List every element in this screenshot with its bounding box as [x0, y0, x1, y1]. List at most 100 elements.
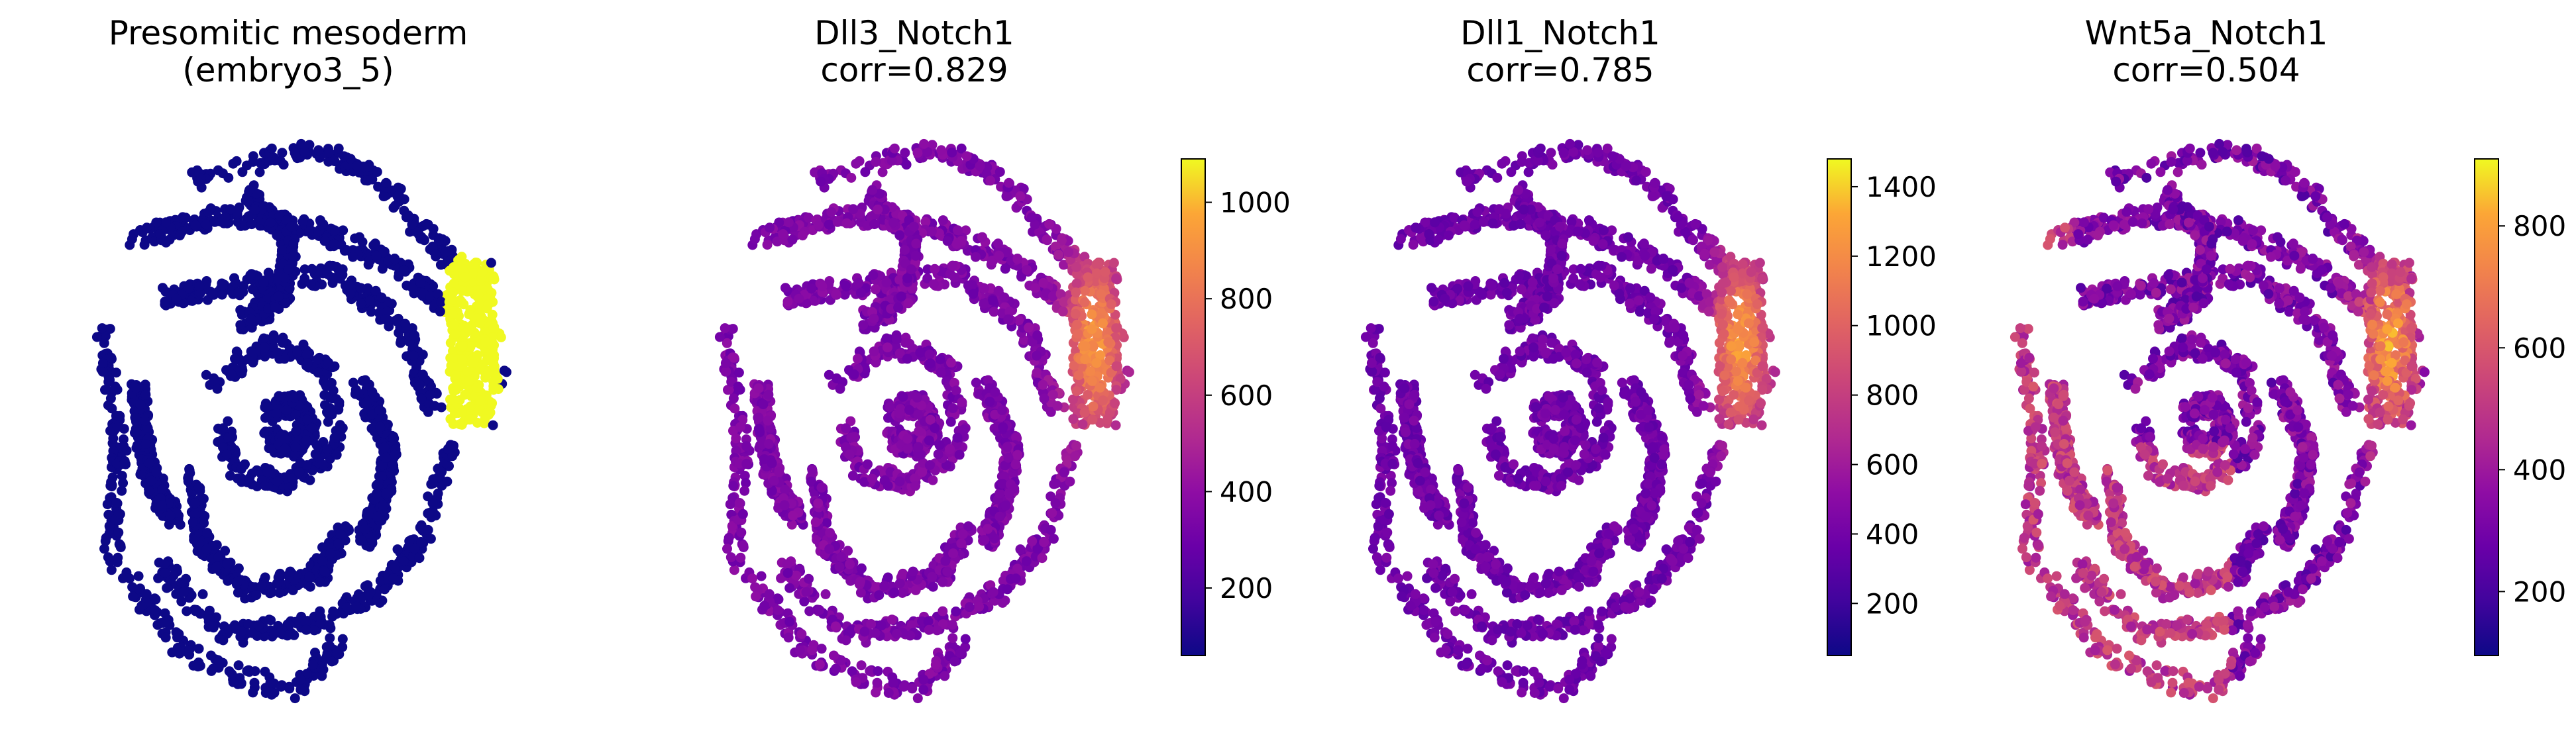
cell-point: [388, 573, 398, 584]
cell-point: [307, 423, 317, 434]
cell-point: [331, 450, 342, 460]
cell-point: [324, 147, 335, 158]
cell-point: [272, 476, 282, 487]
cell-point: [112, 422, 123, 432]
cell-point: [160, 632, 171, 643]
cell-point: [956, 538, 967, 549]
cell-point: [949, 656, 960, 667]
cell-point: [846, 173, 857, 183]
cell-point: [877, 620, 886, 630]
cell-point: [244, 185, 255, 195]
cell-point: [994, 250, 1004, 261]
cell-point: [131, 383, 141, 393]
cell-point: [288, 481, 298, 491]
cell-point: [268, 334, 279, 345]
cell-point: [902, 354, 912, 364]
cell-point: [159, 559, 170, 569]
cell-point: [820, 589, 831, 599]
cell-point: [487, 398, 498, 409]
cell-point: [113, 552, 123, 563]
cell-point: [460, 272, 470, 283]
cell-point: [784, 583, 795, 593]
cell-point: [323, 416, 333, 427]
cell-point: [171, 293, 182, 304]
cell-point: [749, 234, 760, 244]
cell-point: [356, 299, 366, 309]
cell-point: [457, 285, 467, 296]
cell-point: [193, 644, 204, 654]
cell-point: [106, 352, 117, 363]
cell-point: [930, 659, 941, 670]
cell-point: [315, 577, 325, 587]
cell-point: [97, 358, 108, 368]
cell-point: [277, 338, 288, 348]
cell-point: [1000, 264, 1010, 274]
cell-point: [945, 416, 956, 427]
cell-point: [423, 524, 433, 535]
cell-point: [421, 219, 432, 229]
cell-point: [492, 373, 503, 384]
cell-point: [773, 605, 783, 616]
cell-point: [341, 602, 352, 612]
cell-point: [1124, 367, 1134, 377]
cell-point: [933, 449, 943, 460]
cell-point: [180, 213, 191, 223]
cell-point: [728, 393, 739, 404]
cell-point: [1032, 330, 1043, 340]
cell-point: [951, 239, 962, 250]
cell-point: [836, 552, 847, 562]
cell-point: [103, 552, 113, 563]
cell-point: [1012, 254, 1023, 264]
cell-point: [835, 383, 845, 394]
cell-point: [317, 671, 327, 681]
cell-point: [165, 511, 176, 521]
cell-point: [910, 585, 921, 595]
cell-point: [117, 471, 127, 481]
cell-point: [810, 517, 821, 528]
cell-point: [372, 488, 382, 499]
cell-point: [381, 177, 392, 188]
cell-point: [254, 620, 264, 630]
cell-point: [483, 299, 494, 309]
cell-point: [156, 500, 167, 511]
cell-point: [734, 498, 745, 508]
cell-point: [912, 693, 923, 704]
cell-point: [847, 470, 858, 481]
cell-point: [315, 606, 325, 616]
cell-point: [993, 238, 1003, 249]
cell-point: [399, 265, 409, 275]
cell-point: [989, 307, 999, 317]
cell-point: [233, 287, 243, 298]
cell-point: [237, 626, 247, 637]
cell-point: [132, 427, 142, 438]
cell-point: [961, 151, 972, 162]
cell-point: [1003, 314, 1014, 324]
cell-point: [206, 650, 216, 661]
cell-point: [814, 659, 825, 669]
cell-point: [942, 236, 953, 246]
cell-point: [404, 536, 415, 546]
cell-point: [333, 143, 344, 154]
cell-point: [181, 573, 191, 584]
panel-2-title-line-1: Dll3_Notch1: [814, 14, 1014, 52]
cell-point: [338, 225, 349, 236]
cell-point: [317, 556, 328, 566]
cell-point: [301, 624, 311, 635]
cell-point: [736, 527, 747, 538]
cell-point: [741, 458, 752, 469]
cell-point: [372, 167, 382, 177]
cell-point: [101, 532, 111, 543]
cell-point: [380, 584, 390, 595]
cell-point: [91, 332, 102, 342]
cell-point: [209, 217, 220, 227]
cell-point: [804, 606, 815, 616]
cell-point: [874, 590, 885, 601]
cell-point: [1057, 306, 1068, 317]
cell-point: [388, 460, 398, 469]
cell-point: [228, 677, 239, 687]
cell-point: [248, 687, 258, 698]
cell-point: [242, 665, 252, 676]
cell-point: [834, 561, 845, 572]
cell-point: [1065, 476, 1075, 487]
cell-point: [380, 314, 391, 324]
